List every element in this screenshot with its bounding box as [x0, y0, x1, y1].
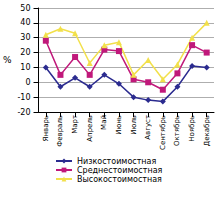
svg-text:50: 50 — [20, 4, 30, 13]
svg-text:%: % — [3, 55, 12, 65]
svg-text:Июнь: Июнь — [115, 115, 123, 135]
svg-text:0: 0 — [25, 78, 30, 87]
svg-text:40: 40 — [20, 18, 30, 27]
svg-text:Июль: Июль — [130, 115, 138, 135]
svg-text:-20: -20 — [17, 108, 30, 117]
svg-text:Январь: Январь — [42, 115, 50, 141]
svg-text:Среднестоимостная: Среднестоимостная — [77, 166, 163, 175]
svg-text:10: 10 — [20, 63, 30, 72]
svg-text:Май: Май — [100, 115, 108, 130]
svg-text:Сентябрь: Сентябрь — [159, 115, 167, 150]
svg-text:Август: Август — [144, 115, 152, 140]
svg-text:Март: Март — [71, 115, 79, 134]
svg-text:-10: -10 — [17, 93, 30, 102]
svg-text:Октябрь: Октябрь — [173, 115, 181, 146]
svg-text:Низкостоимостная: Низкостоимостная — [77, 157, 156, 166]
svg-text:Высокостоимостная: Высокостоимостная — [77, 175, 162, 184]
svg-text:Декабрь: Декабрь — [203, 115, 211, 146]
svg-text:Апрель: Апрель — [86, 115, 94, 142]
svg-text:20: 20 — [20, 48, 30, 57]
svg-text:30: 30 — [20, 33, 30, 42]
svg-text:Ноябрь: Ноябрь — [188, 115, 196, 142]
svg-text:Февраль: Февраль — [56, 115, 64, 147]
